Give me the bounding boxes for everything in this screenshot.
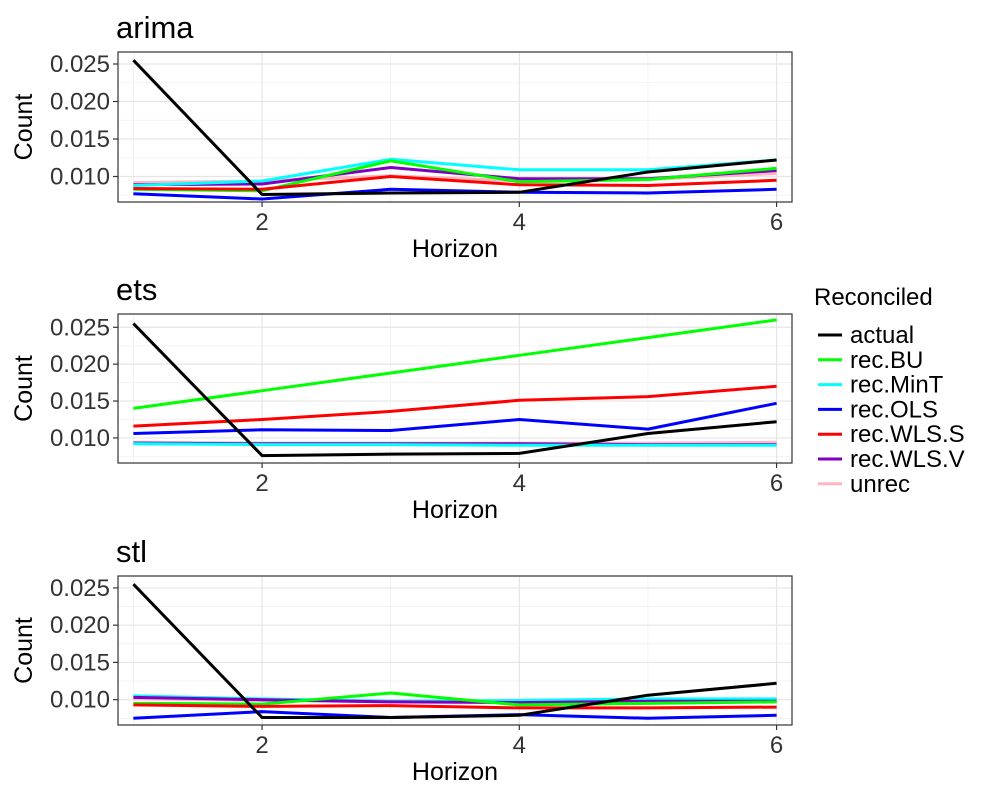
series-line-rec-ols	[133, 187, 777, 201]
y-tick-label: 0.010	[50, 164, 110, 191]
panel-border	[117, 575, 793, 726]
legend-item-unrec: unrec	[818, 471, 910, 498]
y-tick-label: 0.010	[50, 425, 110, 452]
legend-label: unrec	[850, 471, 910, 498]
y-axis-title: Count	[10, 94, 38, 161]
x-tick-label: 4	[513, 470, 526, 497]
y-tick-label: 0.025	[50, 575, 110, 602]
x-tick-label: 2	[255, 209, 268, 236]
y-tick-label: 0.025	[50, 314, 110, 341]
series-line-rec-wls-v	[133, 695, 777, 705]
x-tick-label: 2	[255, 470, 268, 497]
legend-item-rec-mint: rec.MinT	[818, 372, 944, 399]
panel-ets: ets 0.010 0.015 0.020 0.025 2 4 6 Horizon Count	[10, 272, 793, 524]
y-tick-label: 0.020	[50, 351, 110, 378]
panel-title: stl	[116, 534, 147, 569]
x-tick-label: 6	[770, 732, 783, 759]
x-tick-label: 6	[770, 209, 783, 236]
legend-label: rec.MinT	[850, 372, 944, 399]
y-tick-label: 0.025	[50, 51, 110, 78]
series-line-rec-mint	[133, 442, 777, 447]
series-line-rec-wls-s	[133, 384, 777, 428]
panel-title: arima	[116, 10, 194, 45]
legend-label: actual	[850, 322, 914, 349]
legend-label: rec.WLS.V	[850, 446, 965, 473]
legend-label: rec.OLS	[850, 396, 938, 423]
y-tick-label: 0.010	[50, 687, 110, 714]
x-tick-label: 4	[513, 209, 526, 236]
series-line-rec-wls-s	[133, 703, 777, 710]
x-axis-title: Horizon	[412, 496, 498, 524]
y-tick-label: 0.015	[50, 126, 110, 153]
legend-label: rec.BU	[850, 347, 923, 374]
legend-item-rec-bu: rec.BU	[818, 347, 923, 374]
panel-border	[117, 313, 793, 464]
series-line-rec-bu	[133, 318, 777, 410]
x-axis-title: Horizon	[412, 758, 498, 786]
legend-item-rec-ols: rec.OLS	[818, 396, 938, 423]
series-line-rec-wls-s	[133, 175, 777, 191]
panel-arima: arima 0.010 0.015 0.020 0.025 2 4 6 Horizon Count	[10, 10, 793, 263]
x-tick-label: 6	[770, 470, 783, 497]
y-tick-label: 0.020	[50, 612, 110, 639]
panel-title: ets	[116, 272, 157, 307]
legend-item-rec-wls-v: rec.WLS.V	[818, 446, 965, 473]
series-line-rec-ols	[133, 401, 777, 435]
y-axis-title: Count	[10, 617, 38, 684]
x-tick-label: 4	[513, 732, 526, 759]
series-line-actual	[132, 583, 777, 719]
y-tick-label: 0.015	[50, 388, 110, 415]
x-axis-title: Horizon	[412, 235, 498, 263]
series-line-actual	[132, 59, 777, 196]
series-line-rec-mint	[133, 157, 777, 187]
panel-border	[117, 51, 793, 203]
legend-title: Reconciled	[814, 284, 933, 311]
legend-label: rec.WLS.S	[850, 421, 965, 448]
y-axis-title: Count	[10, 355, 38, 422]
series-line-actual	[132, 322, 777, 458]
legend-item-actual: actual	[818, 322, 914, 349]
y-tick-label: 0.015	[50, 649, 110, 676]
y-tick-label: 0.020	[50, 89, 110, 116]
legend: Reconciledactualrec.BUrec.MinTrec.OLSrec…	[814, 284, 965, 498]
series-line-rec-bu	[133, 691, 777, 707]
legend-item-rec-wls-s: rec.WLS.S	[818, 421, 965, 448]
plot-background	[118, 314, 792, 463]
x-tick-label: 2	[255, 732, 268, 759]
panel-stl: stl 0.010 0.015 0.020 0.025 2 4 6 Horizon Count	[10, 534, 793, 786]
